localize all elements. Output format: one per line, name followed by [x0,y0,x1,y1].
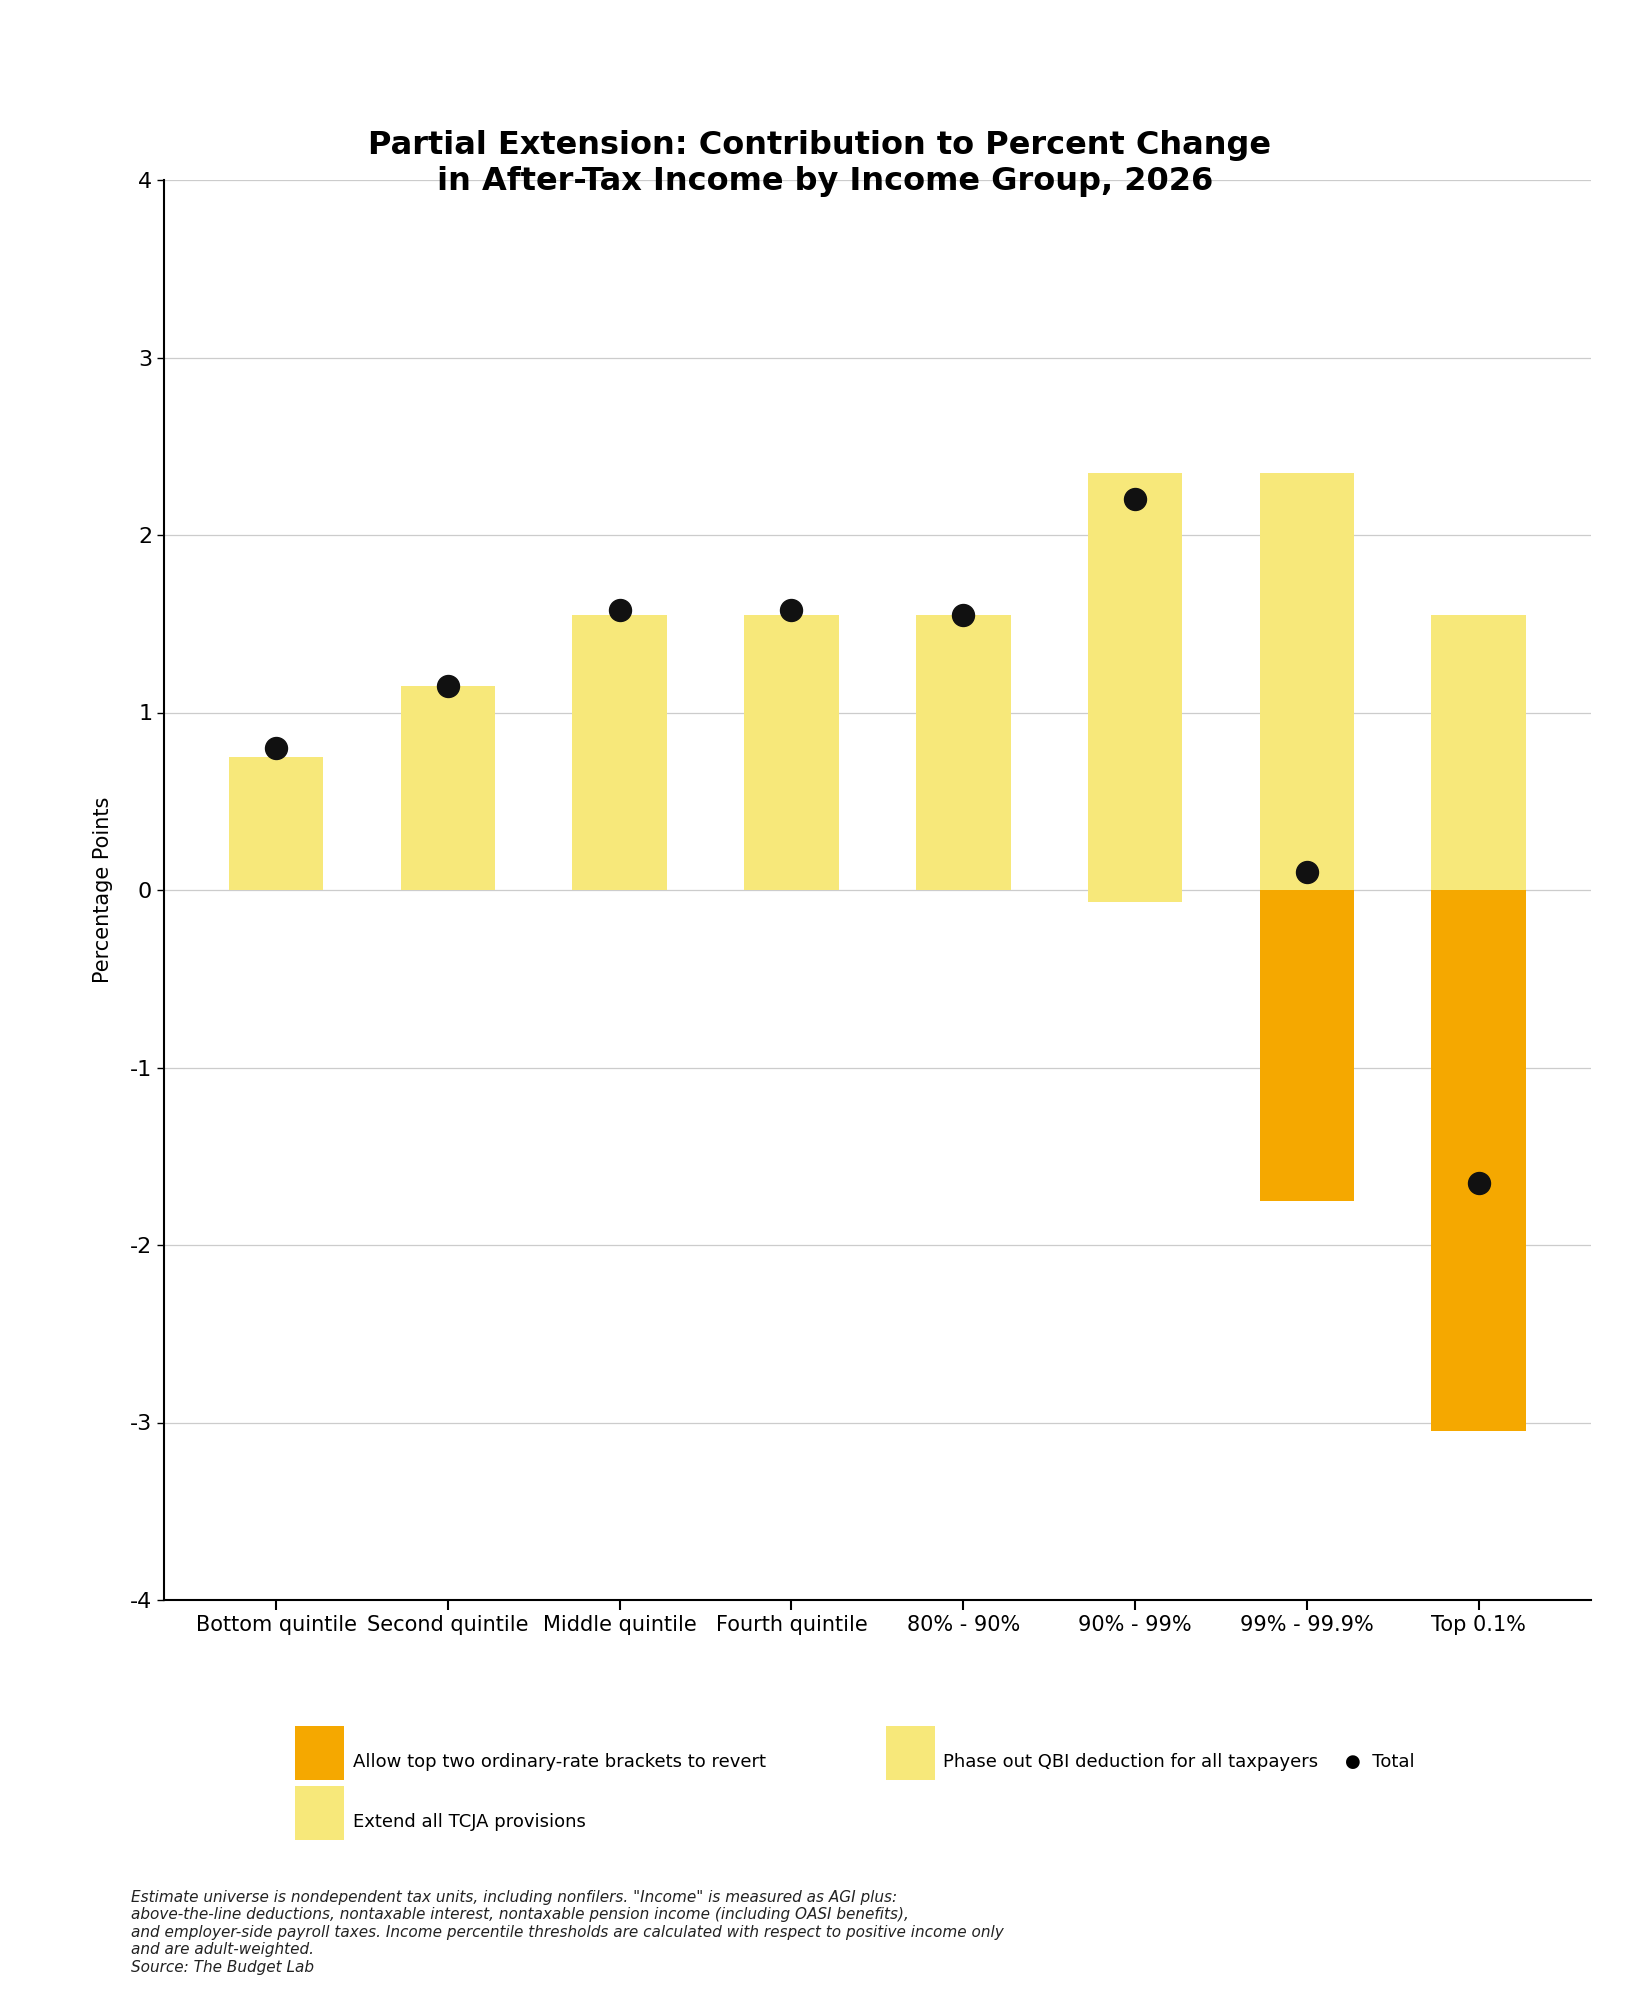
Y-axis label: Percentage Points: Percentage Points [93,796,113,984]
Point [1293,856,1319,888]
Bar [400,686,495,890]
Bar [1087,472,1182,890]
Point [949,598,975,630]
Point [262,732,288,764]
Point [1465,1166,1491,1198]
Text: Estimate universe is nondependent tax units, including nonfilers. "Income" is me: Estimate universe is nondependent tax un… [131,1890,1003,1974]
Text: Phase out QBI deduction for all taxpayers: Phase out QBI deduction for all taxpayer… [942,1752,1318,1772]
Bar [1259,472,1354,890]
Text: Partial Extension: Contribution to Percent Change
 in After-Tax Income by Income: Partial Extension: Contribution to Perce… [369,130,1270,196]
Bar [916,614,1010,890]
Bar [744,614,838,890]
Bar [1431,890,1524,1432]
Point [779,594,805,626]
Bar [1087,890,1182,902]
Point [606,594,633,626]
Text: ●  Total: ● Total [1344,1752,1413,1772]
Text: Extend all TCJA provisions: Extend all TCJA provisions [352,1812,585,1832]
Point [1121,484,1147,516]
Bar [1259,890,1354,1200]
Text: Allow top two ordinary-rate brackets to revert: Allow top two ordinary-rate brackets to … [352,1752,765,1772]
Bar [229,756,323,890]
Point [434,670,461,702]
Bar [1431,614,1524,890]
Bar [572,614,667,890]
